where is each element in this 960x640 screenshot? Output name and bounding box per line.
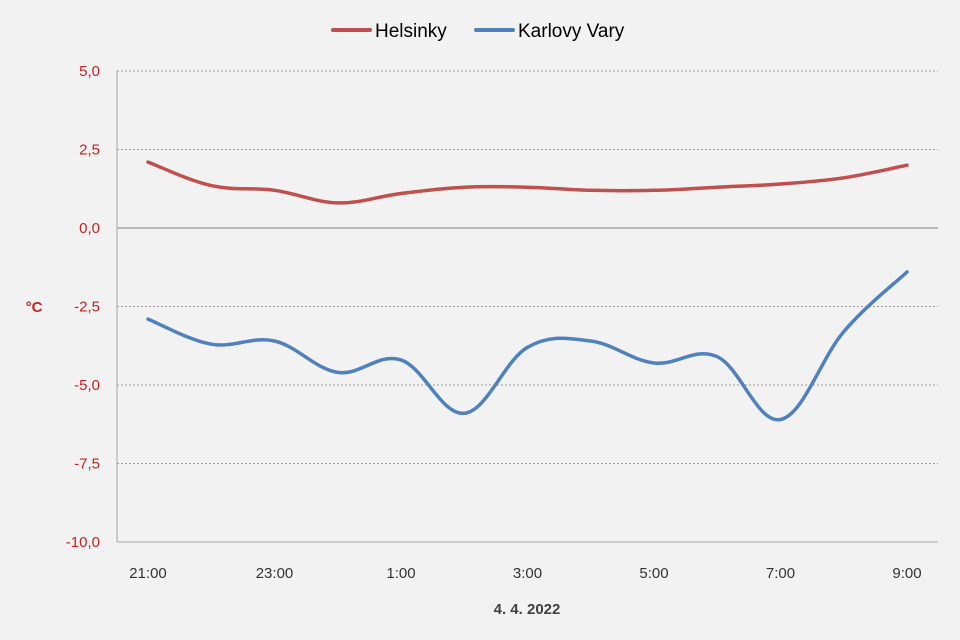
series-line-helsinky (146, 160, 909, 205)
y-tick-label: 0,0 (79, 220, 100, 237)
series-layer (146, 160, 909, 422)
x-tick-label: 9:00 (892, 565, 921, 582)
grid (117, 70, 938, 464)
legend: Helsinky Karlovy Vary (331, 21, 625, 42)
x-axis-title: 4. 4. 2022 (494, 601, 561, 618)
series-line-karlovy-vary (146, 270, 909, 422)
legend-label-karlovy-vary: Karlovy Vary (518, 21, 625, 42)
x-tick-label: 1:00 (386, 565, 415, 582)
x-tick-label: 5:00 (639, 565, 668, 582)
y-tick-label: 2,5 (79, 142, 100, 159)
x-tick-label: 23:00 (256, 565, 294, 582)
y-axis-title: °C (26, 299, 43, 316)
y-tick-label: 5,0 (79, 63, 100, 80)
axes (116, 71, 938, 543)
y-tick-label: -10,0 (66, 534, 100, 551)
y-tick-label: -2,5 (74, 299, 100, 316)
x-tick-label: 3:00 (513, 565, 542, 582)
y-tick-label: -7,5 (74, 456, 100, 473)
x-tick-label: 7:00 (766, 565, 795, 582)
labels: 5,0 2,5 0,0 -2,5 -5,0 -7,5 -10,0 21:00 23:00 1:00… (26, 63, 922, 618)
x-tick-label: 21:00 (129, 565, 167, 582)
y-tick-label: -5,0 (74, 377, 100, 394)
legend-label-helsinky: Helsinky (375, 21, 447, 42)
